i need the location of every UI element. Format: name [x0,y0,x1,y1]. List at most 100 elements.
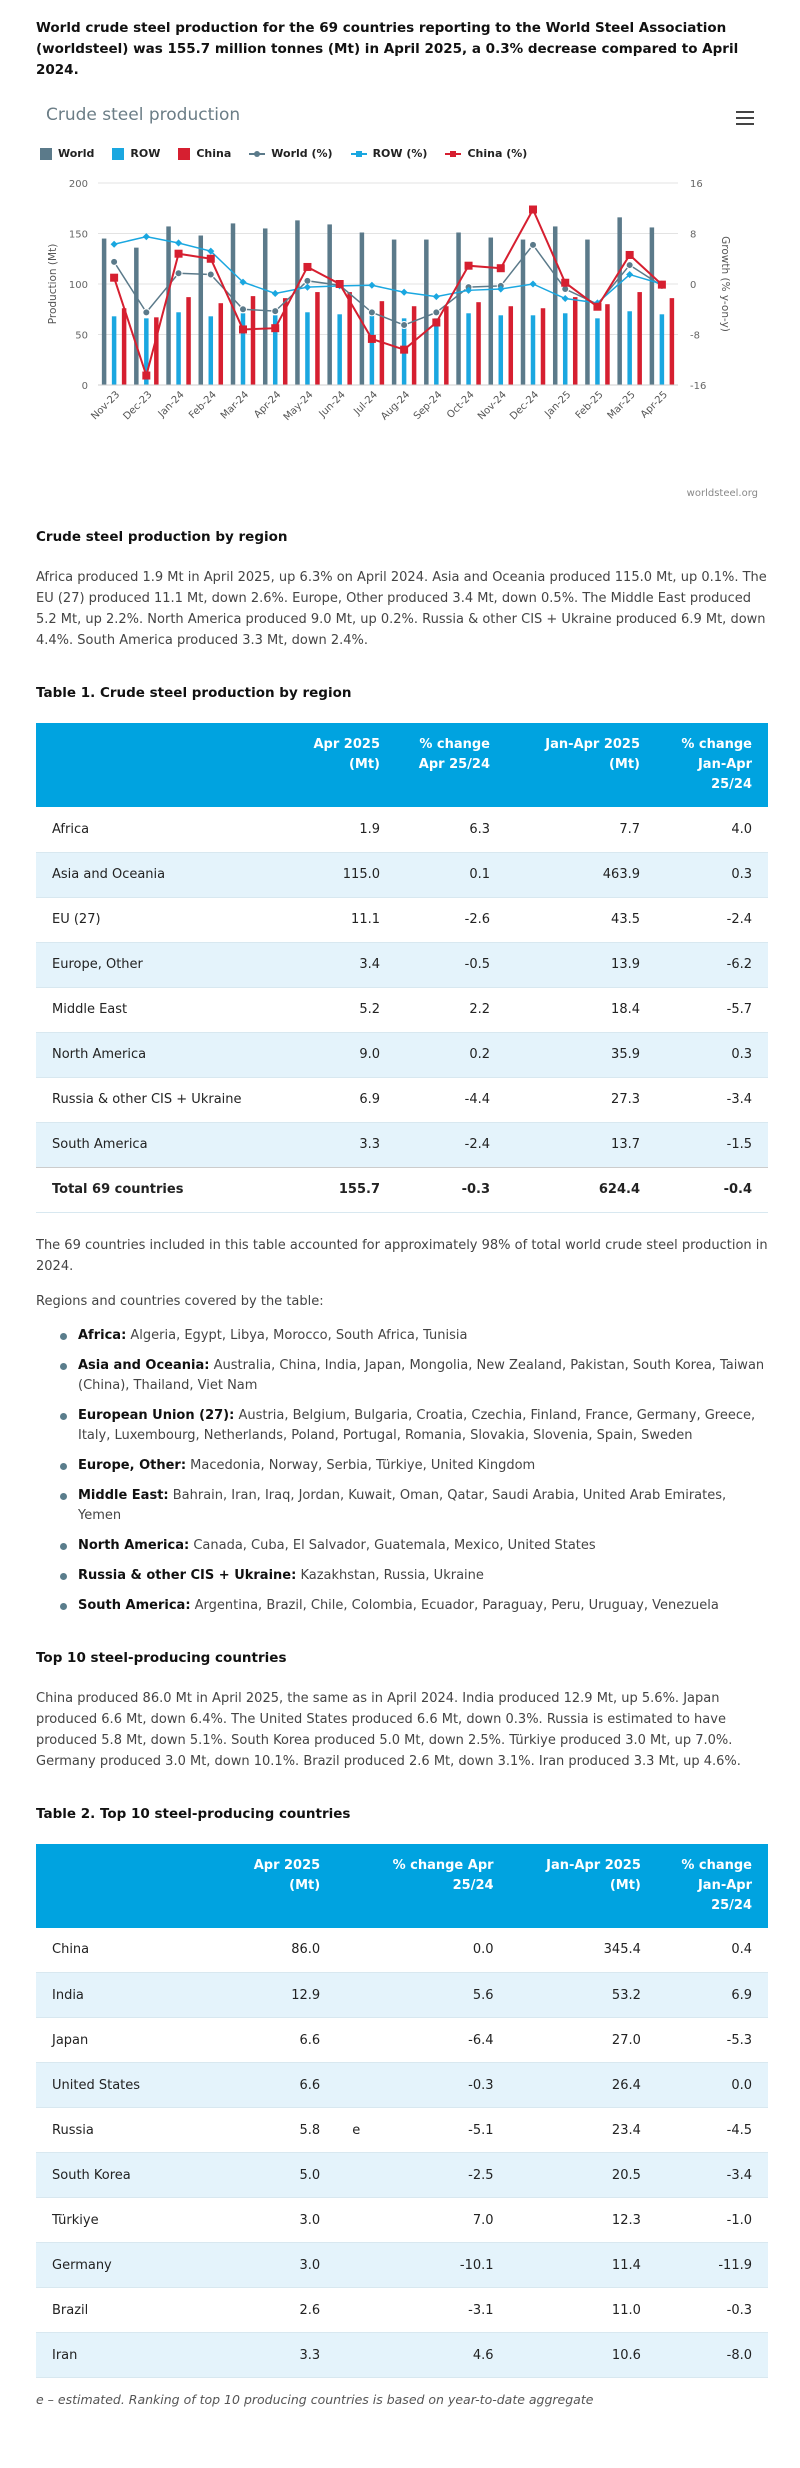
y-tick-label: 200 [69,179,88,190]
y-tick-label: 100 [69,280,88,291]
legend-item-china[interactable]: China [178,147,231,160]
table-row: Iran 3.3 4.6 10.6 -8.0 [36,2332,768,2378]
region-name: Russia & other CIS + Ukraine [52,1092,242,1107]
bar-china [572,297,578,385]
legend-item-world[interactable]: World [40,147,94,160]
region-countries: Austria, Belgium, Bulgaria, Croatia, Cze… [78,1407,756,1443]
table-row: Middle East 5.2 2.2 18.4 -5.7 [36,987,768,1032]
table-row: South Korea 5.0 -2.5 20.5 -3.4 [36,2152,768,2198]
table-cell: 345.4 [603,1942,641,1958]
regions-list: Africa: Algeria, Egypt, Libya, Morocco, … [60,1326,768,1616]
table2-header-cell: % change Apr 25/24 [376,1843,510,1928]
table1-header-cell: Apr 2025 (Mt) [286,723,396,807]
region-countries: Algeria, Egypt, Libya, Morocco, South Af… [126,1327,468,1343]
table-cell: 5.2 [359,1002,380,1017]
total-cell: 155.7 [286,1166,396,1212]
table2-caption: Table 2. Top 10 steel-producing countrie… [36,1805,351,1822]
estimate-flag [336,2198,376,2243]
region-countries: Macedonia, Norway, Serbia, Türkiye, Unit… [186,1457,536,1473]
table-cell: 4.6 [376,2332,510,2378]
bar-china [508,306,514,385]
top10-table: Apr 2025 (Mt) % change Apr 25/24 Jan-Apr… [36,1843,768,2379]
y2-tick-label: -16 [690,381,706,392]
table-cell: 11.1 [351,912,380,927]
country-name: Iran [36,2332,233,2378]
x-tick-label: Apr-24 [252,389,283,420]
legend-item-row[interactable]: ROW [112,147,160,160]
table-cell: 3.0 [299,2212,321,2228]
bar-china [315,292,320,385]
bar-row [305,312,310,385]
chart-source[interactable]: worldsteel.org [686,488,758,499]
country-name: Japan [52,2032,89,2048]
y2-tick-label: -8 [690,331,700,342]
section2-text: China produced 86.0 Mt in April 2025, th… [36,1690,741,1769]
bar-world [359,232,365,385]
table-row: Japan 6.6 -6.4 27.0 -5.3 [36,2018,768,2063]
bar-world [649,227,655,385]
table-row: Russia & other CIS + Ukraine 6.9 -4.4 27.3 -… [36,1077,768,1122]
table2-header-cell: Jan-Apr 2025 (Mt) [509,1843,657,1928]
table-cell: 5.0 [232,2152,337,2198]
country-name: South Korea [36,2152,233,2198]
list-item: Middle East: Bahrain, Iran, Iraq, Jordan… [60,1486,768,1526]
legend-item-world-pct[interactable]: World (%) [249,147,333,160]
estimate-flag [336,2288,376,2333]
legend-item-china-pct[interactable]: China (%) [445,147,527,160]
region-label: Middle East: [78,1487,169,1503]
x-tick-label: Nov-23 [89,389,122,422]
bar-china [154,317,159,385]
estimate-flag [336,1928,376,1973]
table-cell: 13.9 [506,942,656,987]
y2-tick-label: 8 [690,230,696,241]
table-cell: 11.0 [611,2302,641,2318]
chart-plot: 0 50 100 150 200 -16 -8 0 8 16 Production (Mt) Grow… [47,179,731,423]
line-china [113,207,663,380]
bar-china [250,296,256,385]
point-china-pct [657,280,666,289]
table-cell: -2.4 [726,912,752,927]
bar-world [166,226,171,385]
bar-china [476,302,481,385]
list-item: Asia and Oceania: Australia, China, Indi… [60,1356,768,1396]
point-world-pct [303,276,312,285]
table-cell: 0.3 [656,1032,768,1077]
x-tick-label: Feb-25 [574,389,606,421]
x-tick-label: Mar-25 [606,389,638,421]
point-china-pct [432,318,441,327]
x-tick-label: Dec-23 [121,389,154,422]
table-cell: 26.4 [509,2062,657,2108]
table-cell: -2.6 [464,912,490,927]
bar-world [456,232,461,385]
bar-china [540,308,546,385]
table1-header-cell [36,723,286,807]
region-name: Asia and Oceania [36,852,286,897]
region-countries: Bahrain, Iran, Iraq, Jordan, Kuwait, Oma… [78,1487,727,1523]
table-cell: 3.4 [286,942,396,987]
bar-china [282,298,288,385]
legend-item-row-pct[interactable]: ROW (%) [350,147,427,160]
hamburger-menu-icon[interactable] [736,111,754,125]
table-cell: 2.2 [469,1002,490,1017]
point-china-pct [529,205,537,214]
bar-world [327,224,332,385]
table-cell: 3.0 [232,2242,337,2288]
table-cell: 18.4 [611,1002,640,1017]
table-cell: -0.3 [376,2062,510,2108]
region-countries: Canada, Cuba, El Salvador, Guatemala, Me… [189,1537,596,1553]
y-tick-label: 50 [75,331,88,342]
country-name: China [52,1942,90,1958]
table-row: South America 3.3 -2.4 13.7 -1.5 [36,1122,768,1167]
section1-heading: Crude steel production by region [36,529,288,545]
table-cell: 43.5 [611,912,640,927]
region-countries: Australia, China, India, Japan, Mongolia… [78,1357,765,1393]
section2-heading: Top 10 steel-producing countries [36,1649,287,1666]
table-cell: 6.9 [656,1972,768,2018]
region-label: Russia & other CIS + Ukraine: [78,1567,297,1583]
bar-row [144,318,149,385]
bar-world [552,226,558,385]
list-item: European Union (27): Austria, Belgium, B… [60,1406,768,1446]
point-china-pct [561,278,570,287]
country-name: Türkiye [52,2212,99,2228]
